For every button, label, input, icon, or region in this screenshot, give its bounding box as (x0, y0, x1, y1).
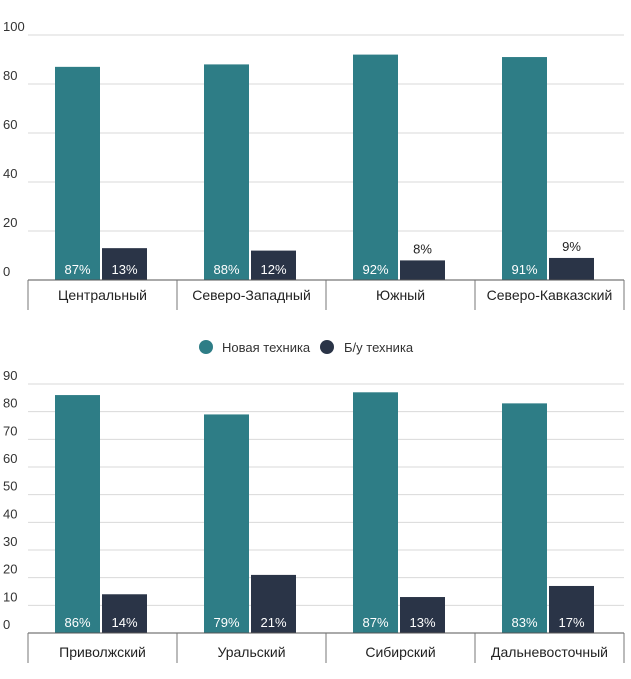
y-tick-label: 50 (3, 479, 17, 494)
value-label-used: 13% (111, 262, 137, 277)
y-tick-label: 10 (3, 589, 17, 604)
y-tick-label: 0 (3, 264, 10, 279)
bar-new-7 (502, 403, 547, 633)
y-tick-label: 60 (3, 451, 17, 466)
bar-new-4 (55, 395, 100, 633)
value-label-new: 83% (511, 615, 537, 630)
y-tick-label: 40 (3, 166, 17, 181)
category-label: Южный (376, 287, 425, 303)
bar-used-7 (549, 585, 594, 633)
value-label-new: 86% (64, 615, 90, 630)
category-label: Северо-Западный (192, 287, 311, 303)
legend-marker (320, 340, 334, 354)
bar-new-0 (55, 66, 100, 280)
bar-used-0 (102, 248, 147, 280)
bar-new-1 (204, 64, 249, 281)
value-label-new: 79% (213, 615, 239, 630)
category-label: Приволжский (59, 644, 146, 660)
bar-used-5 (251, 574, 296, 633)
y-tick-label: 60 (3, 117, 17, 132)
bar-used-6 (400, 597, 445, 633)
bar-new-2 (353, 54, 398, 280)
bar-used-1 (251, 250, 296, 280)
value-label-used: 21% (260, 615, 286, 630)
value-label-used: 8% (413, 241, 432, 256)
legend-marker (199, 340, 213, 354)
category-label: Сибирский (365, 644, 435, 660)
y-tick-label: 80 (3, 68, 17, 83)
value-label-used: 14% (111, 615, 137, 630)
category-label: Уральский (217, 644, 285, 660)
value-label-new: 87% (362, 615, 388, 630)
y-tick-label: 40 (3, 506, 17, 521)
legend-label: Б/у техника (344, 340, 414, 355)
value-label-used: 13% (409, 615, 435, 630)
bar-new-5 (204, 414, 249, 633)
bar-used-4 (102, 594, 147, 633)
y-tick-label: 70 (3, 423, 17, 438)
value-label-new: 91% (511, 262, 537, 277)
legend-label: Новая техника (222, 340, 311, 355)
value-label-new: 87% (64, 262, 90, 277)
value-label-new: 92% (362, 262, 388, 277)
y-tick-label: 20 (3, 562, 17, 577)
y-tick-label: 100 (3, 19, 25, 34)
category-label: Дальневосточный (491, 644, 608, 660)
bar-new-3 (502, 57, 547, 280)
bar-used-3 (549, 257, 594, 280)
category-label: Центральный (58, 287, 147, 303)
value-label-used: 12% (260, 262, 286, 277)
y-tick-label: 90 (3, 368, 17, 383)
bar-new-6 (353, 392, 398, 633)
value-label-used: 17% (558, 615, 584, 630)
value-label-used: 9% (562, 239, 581, 254)
y-tick-label: 30 (3, 534, 17, 549)
category-label: Северо-Кавказский (487, 287, 613, 303)
y-tick-label: 20 (3, 215, 17, 230)
y-tick-label: 80 (3, 396, 17, 411)
value-label-new: 88% (213, 262, 239, 277)
bar-used-2 (400, 260, 445, 280)
y-tick-label: 0 (3, 617, 10, 632)
